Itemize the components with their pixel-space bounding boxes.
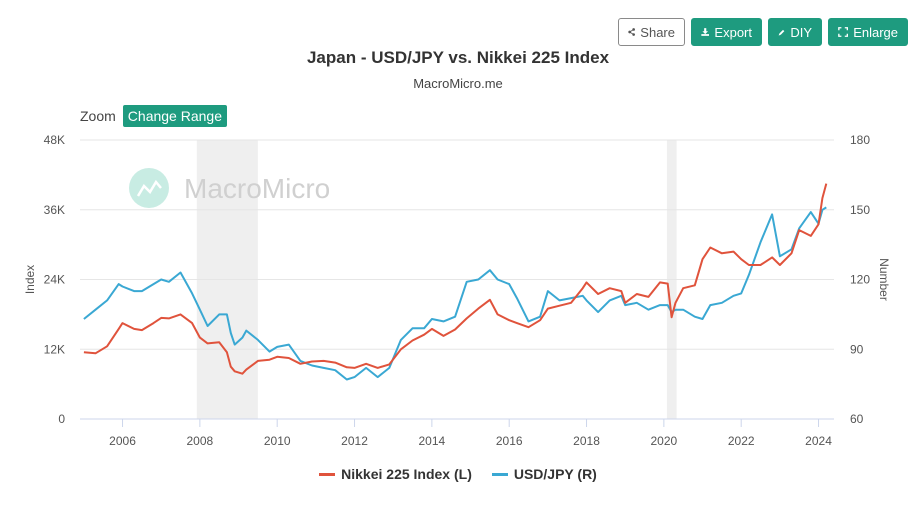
diy-label: DIY — [790, 24, 812, 40]
watermark-text: MacroMicro — [184, 173, 330, 204]
y-right-tick-label: 180 — [850, 133, 870, 147]
enlarge-button[interactable]: Enlarge — [828, 18, 908, 46]
x-tick-label: 2012 — [341, 434, 368, 448]
y-left-tick-label: 48K — [44, 133, 65, 147]
y-left-tick-label: 36K — [44, 203, 65, 217]
y-left-axis-title: Index — [23, 265, 37, 294]
series-line-nikkei[interactable] — [83, 183, 828, 375]
x-tick-label: 2006 — [109, 434, 136, 448]
y-right-tick-label: 90 — [850, 342, 864, 356]
y-right-tick-label: 120 — [850, 273, 870, 287]
share-label: Share — [640, 24, 675, 40]
legend-item-usdjpy[interactable]: USD/JPY (R) — [491, 466, 597, 482]
x-tick-label: 2022 — [728, 434, 755, 448]
y-left-tick-label: 24K — [44, 273, 65, 287]
x-tick-label: 2014 — [419, 434, 446, 448]
share-button[interactable]: Share — [618, 18, 685, 46]
chart-subtitle: MacroMicro.me — [413, 76, 503, 91]
x-tick-label: 2020 — [651, 434, 678, 448]
diy-button[interactable]: DIY — [768, 18, 822, 46]
x-tick-label: 2018 — [573, 434, 600, 448]
chart-toolbar: Share Export DIY Enlarge — [618, 18, 908, 46]
export-button[interactable]: Export — [691, 18, 762, 46]
y-right-tick-label: 60 — [850, 412, 864, 426]
chart-legend: Nikkei 225 Index (L) USD/JPY (R) — [0, 466, 916, 482]
legend-item-nikkei[interactable]: Nikkei 225 Index (L) — [319, 466, 472, 482]
zoom-label: Zoom — [80, 108, 116, 124]
expand-icon — [838, 27, 849, 37]
x-tick-label: 2008 — [187, 434, 214, 448]
export-label: Export — [714, 24, 752, 40]
legend-label-nikkei: Nikkei 225 Index (L) — [341, 466, 472, 482]
enlarge-label: Enlarge — [853, 24, 898, 40]
legend-swatch-nikkei — [319, 472, 336, 476]
macromicro-logo-icon — [129, 168, 169, 208]
watermark: MacroMicro — [129, 168, 330, 208]
y-right-tick-label: 150 — [850, 203, 870, 217]
pencil-icon — [778, 29, 785, 35]
change-range-button[interactable]: Change Range — [122, 105, 227, 127]
logo-mark — [136, 179, 162, 197]
share-icon — [628, 28, 635, 36]
chart-plot: MacroMicro 0 12K 24K 36K 48K 60 90 120 150 180 200… — [23, 133, 891, 448]
y-left-tick-label: 0 — [58, 412, 65, 426]
legend-swatch-usdjpy — [491, 472, 508, 476]
download-icon — [701, 28, 710, 36]
x-tick-label: 2010 — [264, 434, 291, 448]
series-line-usdjpy[interactable] — [83, 206, 827, 381]
legend-label-usdjpy: USD/JPY (R) — [513, 466, 597, 482]
y-right-axis-title: Number — [877, 258, 891, 301]
x-tick-label: 2024 — [805, 434, 832, 448]
x-tick-label: 2016 — [496, 434, 523, 448]
y-left-tick-label: 12K — [44, 342, 65, 356]
zoom-control: Zoom Change Range — [80, 105, 227, 127]
chart-title: Japan - USD/JPY vs. Nikkei 225 Index — [306, 48, 610, 67]
